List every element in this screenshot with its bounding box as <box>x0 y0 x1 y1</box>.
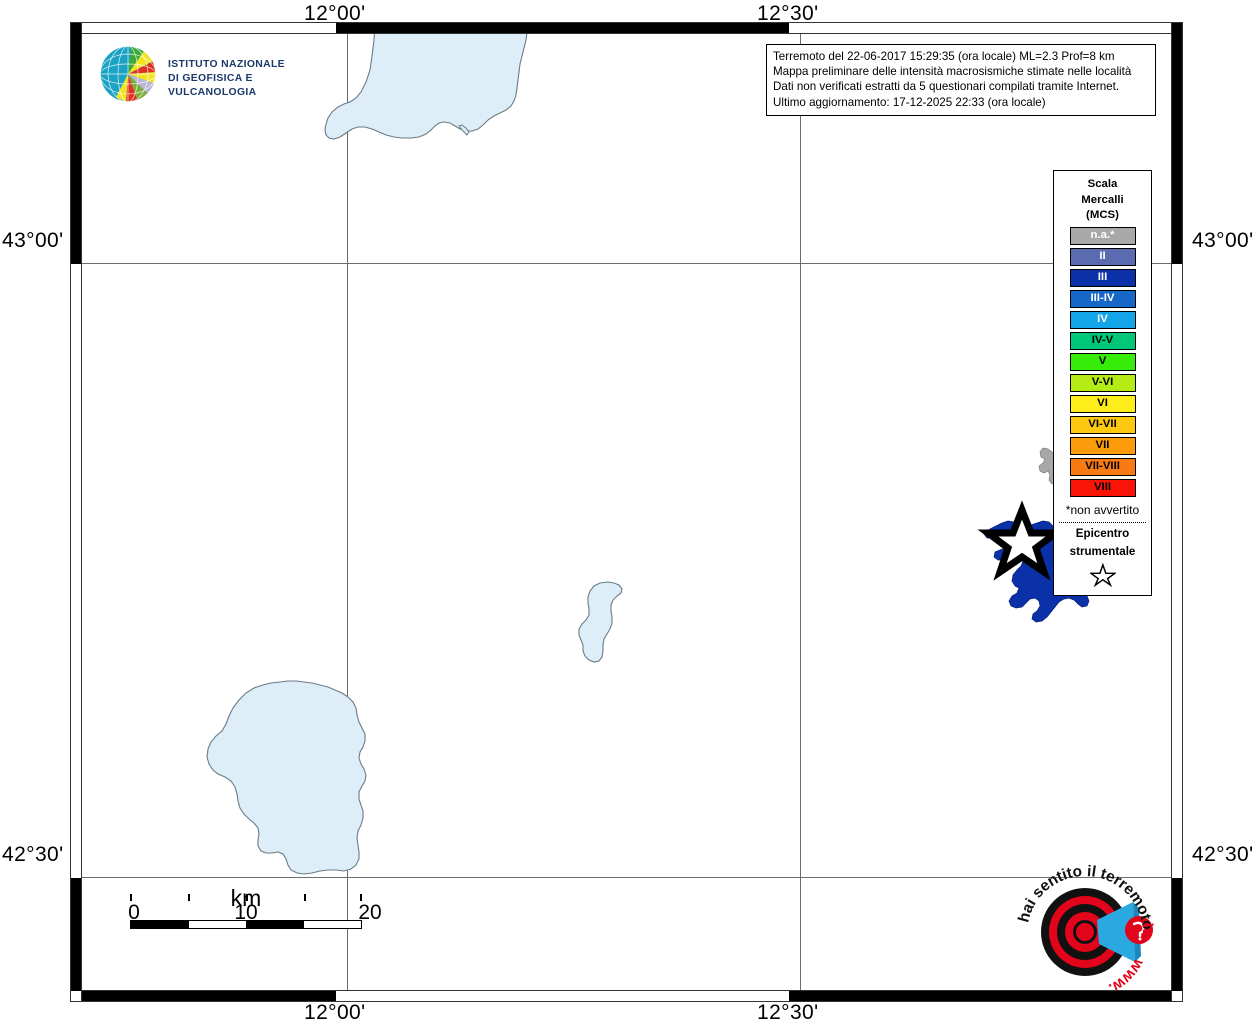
scale-bar-tick <box>246 894 248 901</box>
legend-swatch-v[interactable]: V <box>1069 352 1136 371</box>
legend-swatch-v-vi[interactable]: V-VI <box>1069 373 1136 392</box>
hsit-text-top-suffix: .it <box>1137 917 1156 934</box>
map-frame-top-band <box>70 22 1183 34</box>
legend-divider <box>1059 521 1146 523</box>
legend-footnote: *non avvertito <box>1065 502 1140 517</box>
scale-bar-segment <box>131 921 189 928</box>
legend-swatch-viii[interactable]: VIII <box>1069 478 1136 497</box>
legend-epicenter-line-2: strumentale <box>1069 545 1136 558</box>
frame-tick <box>1172 878 1182 991</box>
legend-swatch-ii[interactable]: II <box>1069 247 1136 266</box>
scale-bar-label-20: 20 <box>358 901 382 924</box>
map-frame[interactable] <box>70 22 1183 1002</box>
lago-di-vico <box>578 581 623 663</box>
lago-trasimeno-notch <box>458 124 470 136</box>
legend-title-line-2: Mercalli <box>1081 193 1124 206</box>
scale-bar-label-10: 10 <box>234 901 258 924</box>
map-plot-area[interactable] <box>82 34 1171 990</box>
ingv-globe-icon <box>99 45 157 103</box>
graticule-line-12-30 <box>800 34 802 990</box>
ingv-line-1: ISTITUTO NAZIONALE <box>168 59 285 70</box>
axis-label-left-4300: 43°00' <box>2 229 64 252</box>
epicenter-star[interactable] <box>977 500 1067 581</box>
frame-tick <box>789 991 1172 1001</box>
frame-tick <box>1172 23 1182 264</box>
axis-label-right-4300: 43°00' <box>1192 229 1254 252</box>
legend-swatch-vi[interactable]: VI <box>1069 394 1136 413</box>
info-line-map-description: Mappa preliminare delle intensità macros… <box>773 65 1132 79</box>
legend-epicenter-line-1: Epicentro <box>1075 526 1130 540</box>
legend-swatch-vii-viii[interactable]: VII-VIII <box>1069 457 1136 476</box>
axis-label-top-right: 12°30' <box>757 2 819 25</box>
graticule-line-12-00 <box>347 34 349 990</box>
lago-di-bolsena <box>206 680 367 875</box>
lago-trasimeno <box>324 34 528 140</box>
scale-bar-tick <box>130 894 132 901</box>
graticule-line-42-30 <box>82 877 1171 879</box>
hsit-logo-icon: hai sentito il terremoto .it www. <box>1015 863 1156 997</box>
ingv-logo-text: ISTITUTO NAZIONALE DI GEOFISICA E VULCAN… <box>168 58 323 100</box>
graticule-line-43-00 <box>82 263 1171 265</box>
axis-label-left-4230: 42°30' <box>2 843 64 866</box>
frame-tick <box>336 23 789 33</box>
legend-swatch-iv[interactable]: IV <box>1069 310 1136 329</box>
map-frame-left-band <box>70 22 82 1002</box>
map-vector-layer <box>206 34 1096 875</box>
axis-label-top-left: 12°00' <box>304 2 366 25</box>
axis-label-bottom-right: 12°30' <box>757 1001 819 1024</box>
legend-swatch-na[interactable]: n.a.* <box>1069 226 1136 245</box>
hsit-watermark-logo[interactable]: hai sentito il terremoto .it www. <box>1013 862 1158 997</box>
info-line-last-update: Ultimo aggiornamento: 17-12-2025 22:33 (… <box>773 95 1046 109</box>
legend-title-line-3: (MCS) <box>1086 209 1119 221</box>
info-line-event: Terremoto del 22-06-2017 15:29:35 (ora l… <box>773 50 1115 63</box>
legend-title-line-1: Scala <box>1087 178 1118 190</box>
scale-bar: km 0 10 20 <box>128 885 382 929</box>
map-frame-bottom-band <box>70 990 1183 1002</box>
frame-tick <box>71 991 336 1001</box>
info-line-data-source: Dati non verificati estratti da 5 questi… <box>773 80 1120 94</box>
ingv-logo: ISTITUTO NAZIONALE DI GEOFISICA E VULCAN… <box>98 44 323 106</box>
frame-tick <box>71 878 81 991</box>
legend-epicenter-star-icon <box>1089 562 1116 587</box>
svg-text:.it: .it <box>1137 917 1156 934</box>
ingv-line-2: DI GEOFISICA E VULCANOLOGIA <box>168 73 257 98</box>
legend-swatch-iv-v[interactable]: IV-V <box>1069 331 1136 350</box>
scale-bar-tick <box>360 894 362 901</box>
scale-bar-unit-label: km <box>230 885 262 911</box>
mercalli-scale-legend[interactable]: Scala Mercalli (MCS) n.a.* II III III-IV… <box>1053 170 1152 596</box>
axis-label-right-4230: 42°30' <box>1192 843 1254 866</box>
frame-tick <box>71 23 81 264</box>
scale-bar-tick <box>188 894 190 901</box>
earthquake-info-box: Terremoto del 22-06-2017 15:29:35 (ora l… <box>766 44 1156 116</box>
legend-swatch-iii[interactable]: III <box>1069 268 1136 287</box>
legend-swatch-iii-iv[interactable]: III-IV <box>1069 289 1136 308</box>
scale-bar-track <box>130 920 362 929</box>
scale-bar-tick <box>304 894 306 901</box>
scale-bar-segment <box>246 921 304 928</box>
map-frame-right-band <box>1171 22 1183 1002</box>
legend-swatch-vii[interactable]: VII <box>1069 436 1136 455</box>
scale-bar-label-0: 0 <box>128 901 140 924</box>
legend-swatch-vi-vii[interactable]: VI-VII <box>1069 415 1136 434</box>
axis-label-bottom-left: 12°00' <box>304 1001 366 1024</box>
